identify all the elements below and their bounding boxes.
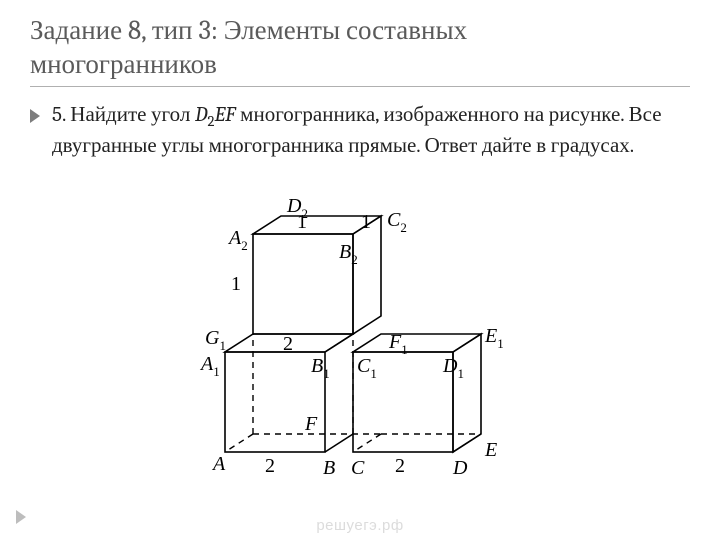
svg-text:F: F xyxy=(304,413,318,435)
svg-text:C: C xyxy=(351,457,365,479)
svg-text:E: E xyxy=(484,439,497,461)
svg-text:B2: B2 xyxy=(339,241,358,267)
corner-bullet-icon xyxy=(16,510,28,528)
polyhedron-figure: 1 1 1 2 2 2 A B C D E F A1 B1 C1 D1 xyxy=(165,172,555,486)
slide: Задание 8, тип 3: Элементы составных мно… xyxy=(0,0,720,540)
watermark-text: решуегэ.рф xyxy=(316,517,403,534)
svg-text:C2: C2 xyxy=(387,209,407,235)
svg-text:F1: F1 xyxy=(388,331,408,357)
svg-text:D: D xyxy=(452,457,468,479)
svg-text:C1: C1 xyxy=(357,355,377,381)
svg-text:A1: A1 xyxy=(199,353,220,379)
svg-text:B1: B1 xyxy=(311,355,330,381)
title-line-1: Задание 8, тип 3: Элементы составных xyxy=(30,15,467,46)
bullet-icon xyxy=(30,109,42,123)
svg-text:A2: A2 xyxy=(227,227,248,253)
figure-container: 1 1 1 2 2 2 A B C D E F A1 B1 C1 D1 xyxy=(30,172,690,486)
svg-text:2: 2 xyxy=(283,333,293,355)
svg-text:A: A xyxy=(211,453,226,475)
svg-text:2: 2 xyxy=(395,455,405,477)
svg-text:G1: G1 xyxy=(205,327,226,353)
title-underline xyxy=(30,86,690,87)
svg-text:2: 2 xyxy=(265,455,275,477)
svg-text:E1: E1 xyxy=(484,325,504,351)
svg-text:1: 1 xyxy=(361,211,371,233)
title-line-2: многогранников xyxy=(30,49,217,80)
svg-text:1: 1 xyxy=(231,273,241,295)
svg-text:B: B xyxy=(323,457,335,479)
problem-text: 5. Найдите угол D2EF многогранника, изоб… xyxy=(52,101,690,160)
problem-row: 5. Найдите угол D2EF многогранника, изоб… xyxy=(30,101,690,160)
slide-title: Задание 8, тип 3: Элементы составных мно… xyxy=(30,14,690,82)
